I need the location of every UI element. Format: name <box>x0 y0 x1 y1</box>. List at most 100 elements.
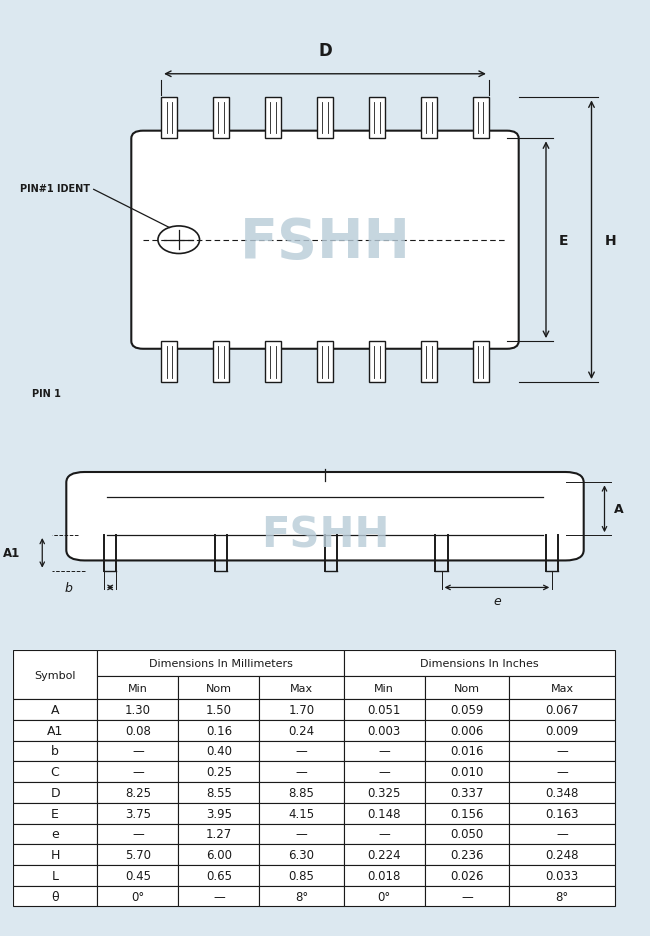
Bar <box>98 865 178 885</box>
Text: 6.00: 6.00 <box>206 848 232 861</box>
Bar <box>259 865 344 885</box>
Text: Nom: Nom <box>206 683 232 693</box>
Text: H: H <box>604 233 616 247</box>
Text: 0.337: 0.337 <box>450 786 484 799</box>
Text: —: — <box>378 745 390 757</box>
Bar <box>98 782 178 803</box>
Bar <box>259 762 344 782</box>
Bar <box>344 844 425 865</box>
Text: Max: Max <box>551 683 574 693</box>
Text: 0.033: 0.033 <box>545 869 578 882</box>
Bar <box>98 699 178 720</box>
Text: PIN#1 IDENT: PIN#1 IDENT <box>20 183 90 194</box>
Text: 8.55: 8.55 <box>206 786 232 799</box>
Text: 0.018: 0.018 <box>368 869 401 882</box>
Text: A1: A1 <box>3 547 21 560</box>
Text: 0.40: 0.40 <box>206 745 232 757</box>
Text: A: A <box>51 703 59 716</box>
Text: 8°: 8° <box>295 889 308 902</box>
Text: Max: Max <box>290 683 313 693</box>
Text: —: — <box>378 766 390 779</box>
Bar <box>178 720 259 740</box>
Text: 0.45: 0.45 <box>125 869 151 882</box>
Bar <box>13 782 98 803</box>
Bar <box>509 720 615 740</box>
Bar <box>421 98 437 139</box>
Bar <box>344 740 425 762</box>
Text: PIN 1: PIN 1 <box>32 388 61 399</box>
Text: 0.236: 0.236 <box>450 848 484 861</box>
Text: 1.30: 1.30 <box>125 703 151 716</box>
Text: 0.009: 0.009 <box>545 724 578 737</box>
Bar <box>178 699 259 720</box>
Text: 6.30: 6.30 <box>289 848 315 861</box>
Bar <box>178 762 259 782</box>
Bar <box>425 885 509 906</box>
Text: e: e <box>51 827 59 841</box>
Bar <box>98 720 178 740</box>
Text: —: — <box>132 766 144 779</box>
Text: —: — <box>556 766 568 779</box>
Bar <box>509 699 615 720</box>
Text: 1.50: 1.50 <box>206 703 232 716</box>
Text: A1: A1 <box>47 724 63 737</box>
Text: 0.25: 0.25 <box>206 766 232 779</box>
Bar <box>213 98 229 139</box>
Bar <box>13 699 98 720</box>
Bar <box>98 762 178 782</box>
Text: 0.148: 0.148 <box>367 807 401 820</box>
Bar <box>13 803 98 824</box>
Text: A: A <box>614 503 624 516</box>
Bar <box>509 782 615 803</box>
Bar <box>13 651 98 699</box>
Text: Min: Min <box>128 683 148 693</box>
Bar <box>344 651 615 677</box>
Text: 0.08: 0.08 <box>125 724 151 737</box>
Text: —: — <box>132 827 144 841</box>
FancyBboxPatch shape <box>66 473 584 561</box>
Bar <box>421 342 437 383</box>
Bar <box>509 824 615 844</box>
Bar <box>259 844 344 865</box>
Bar <box>344 762 425 782</box>
Bar <box>213 342 229 383</box>
Text: Nom: Nom <box>454 683 480 693</box>
Bar <box>425 824 509 844</box>
Bar <box>425 699 509 720</box>
Text: 8°: 8° <box>556 889 569 902</box>
Bar <box>509 677 615 699</box>
Text: 8.25: 8.25 <box>125 786 151 799</box>
Text: 0.050: 0.050 <box>450 827 484 841</box>
Bar <box>259 677 344 699</box>
Bar <box>259 699 344 720</box>
Bar <box>369 98 385 139</box>
Text: 0°: 0° <box>131 889 144 902</box>
FancyBboxPatch shape <box>131 132 519 349</box>
Bar <box>161 342 177 383</box>
Bar <box>369 342 385 383</box>
Bar <box>473 342 489 383</box>
Bar <box>13 740 98 762</box>
Text: 0.16: 0.16 <box>206 724 232 737</box>
Bar <box>178 782 259 803</box>
Text: —: — <box>296 827 307 841</box>
Text: 0.051: 0.051 <box>368 703 401 716</box>
Bar <box>98 803 178 824</box>
Bar <box>509 762 615 782</box>
Bar <box>13 844 98 865</box>
Text: C: C <box>51 766 60 779</box>
Text: —: — <box>378 827 390 841</box>
Bar <box>509 803 615 824</box>
Bar <box>425 677 509 699</box>
Text: 0.003: 0.003 <box>368 724 401 737</box>
Text: —: — <box>296 766 307 779</box>
Text: 4.15: 4.15 <box>289 807 315 820</box>
Text: FSHH: FSHH <box>261 515 389 556</box>
Text: Dimensions In Inches: Dimensions In Inches <box>420 659 539 668</box>
Bar <box>259 885 344 906</box>
Bar <box>344 720 425 740</box>
Text: 1.70: 1.70 <box>289 703 315 716</box>
Bar <box>425 740 509 762</box>
Text: 0.348: 0.348 <box>545 786 578 799</box>
Text: D: D <box>50 786 60 799</box>
